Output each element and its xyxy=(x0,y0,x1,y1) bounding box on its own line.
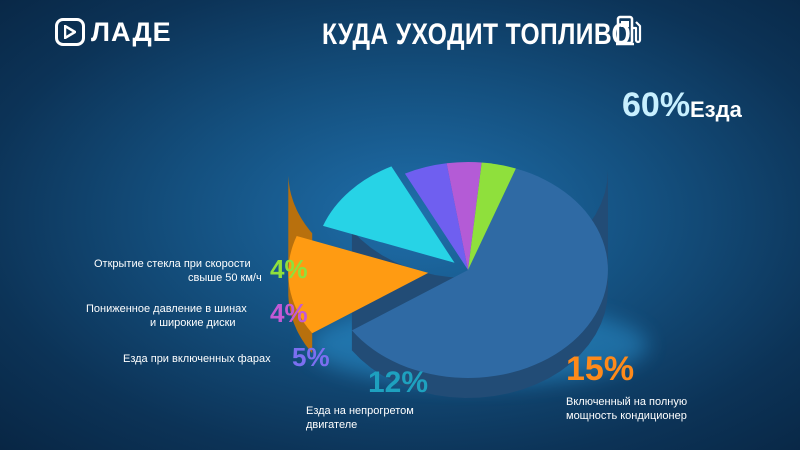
slice-label-headlights: Езда при включенных фарах xyxy=(123,353,271,365)
slice-label-windows-line1: Открытие стекла при скорости xyxy=(94,258,251,270)
slice-pct-ac: 15% xyxy=(566,350,635,388)
slice-windows xyxy=(468,162,516,270)
slice-label-ac-line2: мощность кондиционер xyxy=(566,410,687,422)
slice-label-cold-engine-line1: Езда на непрогретом xyxy=(306,405,414,417)
slice-pct-cold-engine: 12% xyxy=(368,366,429,399)
brand-name: ЛАДЕ xyxy=(91,17,172,47)
slice-headlights xyxy=(404,163,468,270)
slice-label-tires-line2: и широкие диски xyxy=(150,317,236,329)
slice-label-ac-line1: Включенный на полную xyxy=(566,396,688,408)
brand-logo: ЛАДЕ xyxy=(55,18,172,46)
slice-label-windows-line2: свыше 50 км/ч xyxy=(188,272,262,284)
fuel-pump-icon xyxy=(616,15,642,46)
page-title: КУДА УХОДИТ ТОПЛИВО xyxy=(322,18,632,51)
slice-label-tires-line1: Пониженное давление в шинах xyxy=(86,303,247,315)
slice-driving xyxy=(351,168,608,378)
slice-pct-tires: 4% xyxy=(270,298,308,328)
slice-pct-windows: 4% xyxy=(270,254,308,284)
slice-label-cold-engine-line2: двигателе xyxy=(306,419,358,431)
slice-cold_engine xyxy=(323,166,455,263)
slice-label-driving: Езда xyxy=(690,97,742,122)
slice-pct-driving: 60% xyxy=(622,86,691,124)
play-icon xyxy=(55,18,85,46)
slice-pct-headlights: 5% xyxy=(292,342,330,372)
slice-tires xyxy=(446,162,482,270)
slice-ac xyxy=(288,236,429,334)
pie-tops xyxy=(288,162,608,378)
